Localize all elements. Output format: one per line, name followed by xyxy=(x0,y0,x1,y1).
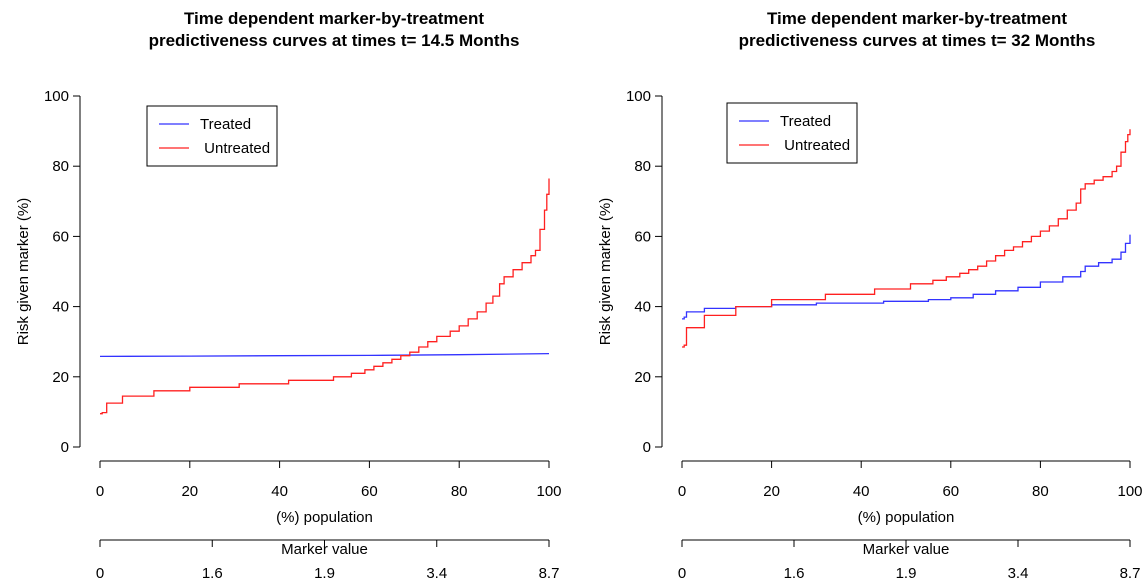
chart-title-line: Time dependent marker-by-treatment xyxy=(767,9,1067,28)
y-tick-label: 0 xyxy=(61,439,69,456)
chart-title-line: Time dependent marker-by-treatment xyxy=(184,9,484,28)
x-tick-label: 20 xyxy=(181,483,198,500)
x-axis-label: (%) population xyxy=(276,509,373,526)
x-tick-label: 80 xyxy=(1032,483,1049,500)
series-line-untreated xyxy=(682,129,1131,348)
legend-label: Treated xyxy=(780,113,831,130)
x-tick-label: 20 xyxy=(763,483,780,500)
x-tick-label: 60 xyxy=(361,483,378,500)
legend-box xyxy=(726,102,858,164)
y-tick-label: 60 xyxy=(634,228,651,245)
y-tick-label: 60 xyxy=(52,228,69,245)
y-tick-label: 100 xyxy=(626,88,651,105)
y-tick-label: 40 xyxy=(634,299,651,316)
marker-axis-tick-label: 8.7 xyxy=(1120,565,1141,582)
marker-axis-tick-label: 1.6 xyxy=(202,565,223,582)
x-tick-label: 100 xyxy=(536,483,561,500)
x-tick-label: 80 xyxy=(451,483,468,500)
legend-label: Treated xyxy=(200,116,251,133)
marker-axis-label: Marker value xyxy=(281,541,368,558)
legend: Treated Untreated xyxy=(146,105,278,167)
x-tick-label: 0 xyxy=(96,483,104,500)
marker-axis-tick-label: 1.9 xyxy=(896,565,917,582)
legend-box xyxy=(146,105,278,167)
marker-axis-tick-label: 3.4 xyxy=(1008,565,1029,582)
chart-title-line: predictiveness curves at times t= 14.5 M… xyxy=(149,31,520,50)
y-tick-label: 80 xyxy=(52,158,69,175)
legend-label: Untreated xyxy=(780,137,850,154)
x-axis-label: (%) population xyxy=(858,509,955,526)
chart-title-line: predictiveness curves at times t= 32 Mon… xyxy=(739,31,1096,50)
chart-panel-2: Time dependent marker-by-treatment predic… xyxy=(597,9,1143,582)
series-line-treated xyxy=(99,352,550,358)
x-tick-label: 0 xyxy=(678,483,686,500)
y-axis-label: Risk given marker (%) xyxy=(597,198,614,346)
marker-axis-tick-label: 8.7 xyxy=(539,565,560,582)
y-tick-label: 20 xyxy=(634,369,651,386)
marker-axis-tick-label: 1.6 xyxy=(784,565,805,582)
marker-axis-tick-label: 3.4 xyxy=(426,565,447,582)
x-tick-label: 60 xyxy=(942,483,959,500)
series-line-untreated xyxy=(100,178,550,415)
y-tick-label: 100 xyxy=(44,88,69,105)
y-tick-label: 80 xyxy=(634,158,651,175)
y-axis-label: Risk given marker (%) xyxy=(15,198,32,346)
legend: Treated Untreated xyxy=(726,102,858,164)
y-tick-label: 20 xyxy=(52,369,69,386)
x-tick-label: 40 xyxy=(853,483,870,500)
y-tick-label: 40 xyxy=(52,299,69,316)
chart-panel-1: Time dependent marker-by-treatment predic… xyxy=(15,9,562,582)
legend-label: Untreated xyxy=(200,140,270,157)
y-tick-label: 0 xyxy=(643,439,651,456)
marker-axis-tick-label: 0 xyxy=(96,565,104,582)
marker-axis-tick-label: 1.9 xyxy=(314,565,335,582)
marker-axis-tick-label: 0 xyxy=(678,565,686,582)
x-tick-label: 40 xyxy=(271,483,288,500)
x-tick-label: 100 xyxy=(1117,483,1142,500)
marker-axis-label: Marker value xyxy=(863,541,950,558)
